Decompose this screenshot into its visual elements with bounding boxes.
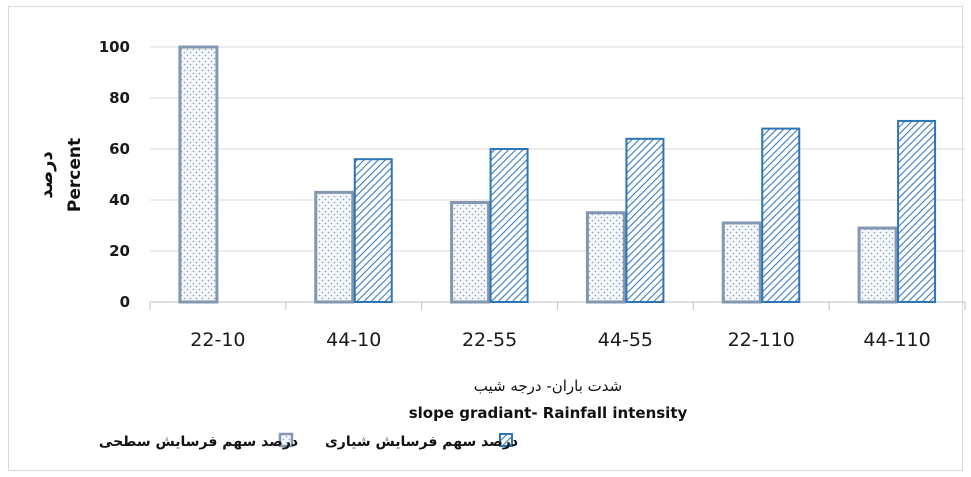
legend-label-surface: درصد سهم فرسایش سطحی xyxy=(99,434,298,450)
legend-label-rill: درصد سهم فرسایش شیاری xyxy=(325,434,518,450)
x-tick-label: 22-110 xyxy=(728,329,795,351)
x-tick-label: 22-10 xyxy=(190,329,245,351)
bar-rill-erosion xyxy=(897,119,937,303)
x-tick-label: 22-55 xyxy=(462,329,517,351)
y-tick-label: 40 xyxy=(109,191,130,209)
bar-rill-erosion xyxy=(353,158,393,303)
gridlines xyxy=(150,46,965,303)
x-tick-label: 44-10 xyxy=(326,329,381,351)
x-tick-label: 44-55 xyxy=(598,329,653,351)
y-axis-ticks: 0 20 40 60 80 100 xyxy=(99,38,130,311)
bars xyxy=(178,45,937,304)
y-tick-label: 20 xyxy=(109,242,130,260)
x-tick-label: 44-110 xyxy=(863,329,930,351)
bar-surface-erosion xyxy=(450,201,491,304)
bar-surface-erosion xyxy=(585,211,626,304)
bar-surface-erosion xyxy=(178,45,219,304)
x-axis-ticks: 22-10 44-10 22-55 44-55 22-110 44-110 xyxy=(149,302,966,351)
legend: درصد سهم فرسایش سطحی درصد سهم فرسایش شیا… xyxy=(99,432,518,450)
y-axis-label-en: Percent xyxy=(65,138,85,212)
bar-rill-erosion xyxy=(489,148,529,303)
x-axis-label-fa: شدت باران- درجه شیب xyxy=(474,377,623,395)
bar-rill-erosion xyxy=(625,137,665,303)
legend-swatch-rill xyxy=(499,433,513,447)
bar-surface-erosion xyxy=(857,226,898,304)
bar-surface-erosion xyxy=(721,221,762,304)
y-axis-label-fa: درصد xyxy=(36,151,57,198)
bar-rill-erosion xyxy=(761,127,801,303)
legend-swatch-surface xyxy=(278,432,294,448)
x-axis-label-en: slope gradiant- Rainfall intensity xyxy=(409,404,688,422)
y-tick-label: 100 xyxy=(99,38,130,56)
y-tick-label: 60 xyxy=(109,140,130,158)
y-tick-label: 0 xyxy=(120,293,130,311)
bar-surface-erosion xyxy=(314,190,355,304)
y-tick-label: 80 xyxy=(109,89,130,107)
